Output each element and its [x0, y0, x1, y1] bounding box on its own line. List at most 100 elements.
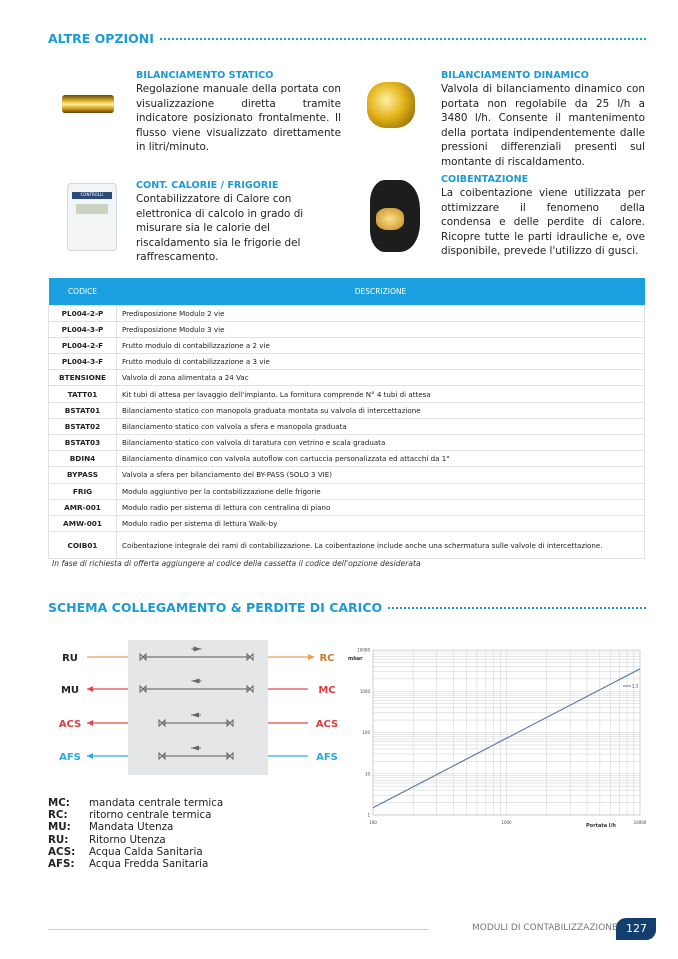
legend-desc: ritorno centrale termica	[89, 809, 212, 822]
legend-desc: Mandata Utenza	[89, 821, 174, 834]
x-tick-label: 10000	[634, 820, 647, 825]
footer-section-name: MODULI DI CONTABILIZZAZIONE	[472, 923, 618, 933]
left-label: MU	[61, 685, 79, 696]
code-cell: PL004-3-F	[48, 353, 117, 371]
description-cell: Bilanciamento statico con valvola di tar…	[116, 433, 645, 452]
legend-row: RU: Ritorno Utenza	[48, 834, 223, 846]
description-cell: Frutto modulo di contabilizzazione a 2 v…	[116, 336, 645, 355]
legend-desc: Acqua Fredda Sanitaria	[89, 858, 209, 871]
y-tick-label: 100	[362, 730, 370, 735]
table-row: PL004-2-F Frutto modulo di contabilizzazi…	[48, 336, 645, 355]
y-tick-label: 1	[367, 813, 370, 818]
description-cell: Modulo radio per sistema di lettura Walk…	[116, 514, 645, 533]
series-line	[372, 668, 641, 809]
option-dynamic-balancing: BILANCIAMENTO DINAMICO Valvola di bilanci…	[441, 69, 645, 169]
code-cell: BSTAT01	[48, 401, 117, 419]
table-row: BTENSIONE Valvola di zona alimentata a 24…	[48, 369, 645, 387]
y-tick-label: 1000	[360, 689, 371, 694]
code-cell: BYPASS	[48, 466, 117, 484]
description-cell: Bilanciamento statico con manopola gradu…	[116, 401, 645, 419]
legend-row: AFS: Acqua Fredda Sanitaria	[48, 858, 223, 870]
valve-icon	[246, 684, 254, 694]
valve-icon	[158, 718, 166, 728]
option-title: BILANCIAMENTO DINAMICO	[441, 70, 589, 81]
code-cell: FRIG	[48, 482, 117, 500]
header-codice: CODICE	[48, 278, 117, 305]
legend-row: MC: mandata centrale termica	[48, 797, 223, 809]
table-row: FRIG Modulo aggiuntivo per la contabilizz…	[48, 482, 645, 500]
table-row: BYPASS Valvola a sfera per bilanciamento …	[48, 466, 645, 484]
code-cell: PL004-3-P	[48, 320, 117, 338]
legend-abbr: ACS:	[48, 845, 76, 858]
code-cell: AMW-001	[48, 514, 117, 533]
valve-icon	[226, 751, 234, 761]
x-tick-label: 100	[369, 820, 377, 825]
connection-diagram: RU RC MU MC ACS ACS AFS AFS	[59, 640, 338, 775]
description-cell: Valvola a sfera per bilanciamento del BY…	[116, 466, 645, 484]
option-title: COIBENTAZIONE	[441, 174, 529, 185]
option-insulation: COIBENTAZIONE La coibentazione viene util…	[441, 173, 645, 259]
valve-icon	[139, 684, 147, 694]
meter-brand: CONTROLLI	[72, 192, 112, 199]
section-title-schema: SCHEMA COLLEGAMENTO & PERDITE DI CARICO	[48, 600, 646, 615]
code-cell: AMR-001	[48, 498, 117, 516]
description-cell: Frutto modulo di contabilizzazione a 3 v…	[116, 353, 645, 371]
legend-abbr: MC:	[48, 797, 70, 809]
abbreviation-legend: MC: mandata centrale termica RC: ritorno ce…	[48, 797, 223, 870]
arrow-icon	[87, 720, 93, 726]
valve-icon	[246, 652, 254, 662]
insulation-shell-image	[370, 180, 420, 252]
legend-row: ACS: Acqua Calda Sanitaria	[48, 846, 223, 858]
description-cell: Coibentazione integrale dei rami di cont…	[116, 531, 645, 560]
table-row: BDIN4 Bilanciamento dinamico con valvola …	[48, 450, 645, 468]
pressure-loss-chart: 100 1000 10000 1 10 100 1000 10000 mbar Portata l…	[348, 648, 647, 830]
option-heat-meter: CONT. CALORIE / FRIGORIE Contabilizzatore…	[136, 179, 341, 265]
title-text: ALTRE OPZIONI	[48, 31, 154, 46]
y-axis-label: mbar	[348, 656, 363, 662]
module-box	[128, 640, 268, 775]
left-label: RU	[62, 653, 78, 664]
option-text: La coibentazione viene utilizzata per ot…	[441, 187, 645, 257]
left-label: ACS	[59, 719, 81, 730]
page-number: 127	[616, 918, 656, 940]
dotted-rule	[159, 37, 646, 40]
description-cell: Valvola di zona alimentata a 24 Vac	[116, 369, 645, 387]
table-row: AMR-001 Modulo radio per sistema di lettu…	[48, 498, 645, 516]
legend-desc: mandata centrale termica	[89, 797, 224, 809]
description-cell: Bilanciamento statico con valvola a sfer…	[116, 417, 645, 436]
dynamic-balancing-valve-image	[367, 82, 415, 128]
valve-icon	[139, 652, 147, 662]
code-cell: PL004-2-F	[48, 336, 117, 355]
table-row: PL004-3-P Predisposizione Modulo 3 vie	[48, 320, 645, 338]
header-descrizione: DESCRIZIONE	[116, 278, 645, 305]
legend-label: 2,5	[632, 684, 639, 689]
legend-row: MU: Mandata Utenza	[48, 821, 223, 833]
section-title-altre-opzioni: ALTRE OPZIONI	[48, 31, 646, 46]
x-tick-label: 1000	[501, 820, 512, 825]
right-label: MC	[318, 685, 335, 696]
table-row: TATT01 Kit tubi di attesa per lavaggio de…	[48, 385, 645, 403]
arrow-icon	[308, 654, 315, 660]
description-cell: Modulo aggiuntivo per la contabilizzazio…	[116, 482, 645, 500]
legend-row: RC: ritorno centrale termica	[48, 809, 223, 821]
y-tick-label: 10000	[357, 648, 370, 653]
valve-icon	[226, 718, 234, 728]
table-row: PL004-2-P Predisposizione Modulo 2 vie	[48, 304, 645, 322]
option-text: Regolazione manuale della portata con vi…	[136, 83, 341, 153]
right-label: RC	[319, 653, 334, 664]
code-cell: BDIN4	[48, 450, 117, 468]
table-row: BSTAT02 Bilanciamento statico con valvola…	[48, 417, 645, 436]
option-title: CONT. CALORIE / FRIGORIE	[136, 180, 279, 191]
table-note: In fase di richiesta di offerta aggiunge…	[52, 559, 421, 568]
right-label: ACS	[316, 719, 338, 730]
option-title: BILANCIAMENTO STATICO	[136, 70, 274, 81]
title-text: SCHEMA COLLEGAMENTO & PERDITE DI CARICO	[48, 600, 383, 615]
heat-meter-image: CONTROLLI	[67, 183, 117, 251]
static-balancing-valve-image	[62, 95, 114, 113]
legend-desc: Acqua Calda Sanitaria	[89, 845, 203, 858]
options-table: CODICE DESCRIZIONE PL004-2-P Predisposizio…	[48, 278, 645, 560]
legend-desc: Ritorno Utenza	[89, 833, 166, 846]
x-axis-label: Portata l/h	[586, 823, 616, 829]
code-cell: BSTAT02	[48, 417, 117, 436]
plot-area	[372, 649, 641, 816]
